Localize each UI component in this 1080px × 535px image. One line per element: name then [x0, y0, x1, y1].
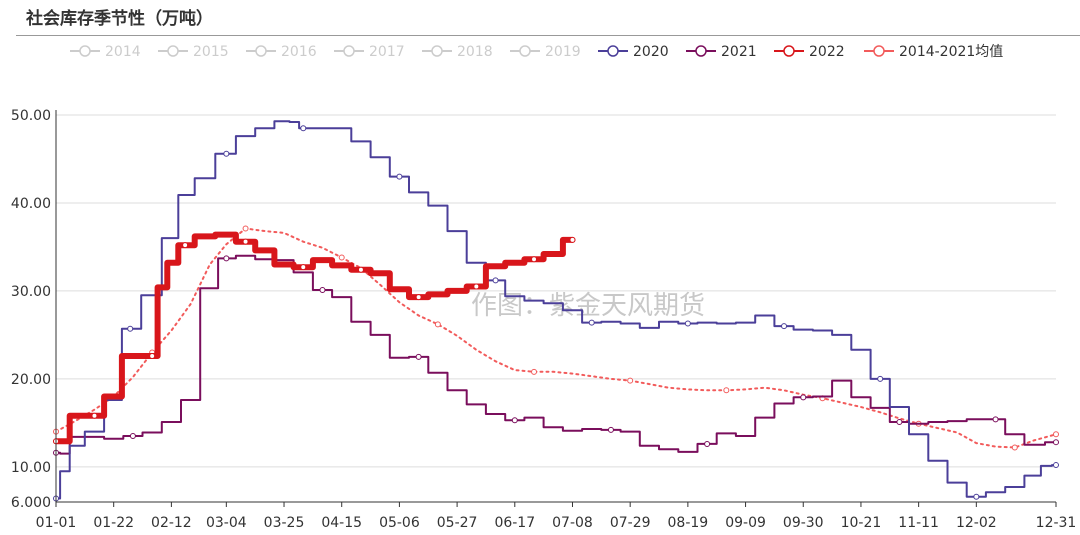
legend-marker-2022	[783, 45, 795, 57]
axes: 6.000 10.00 20.00 30.00 40.00 50.00 01-01 01-22…	[11, 108, 1076, 531]
legend-label-2020: 2020	[633, 44, 669, 60]
data-point-2020	[300, 125, 307, 132]
data-point-2021	[607, 426, 614, 433]
data-point-2020	[684, 320, 691, 327]
y-tick-label: 10.00	[11, 460, 51, 476]
x-tick-label: 07-29	[610, 515, 651, 531]
data-point-2020	[877, 375, 884, 382]
x-tick-label: 06-17	[494, 515, 535, 531]
data-point-2020	[396, 173, 403, 180]
legend-marker-2021	[695, 45, 707, 57]
legend-label-2021: 2021	[721, 44, 757, 60]
data-point-2022	[415, 294, 422, 301]
data-point-2021	[129, 433, 136, 440]
data-point-avg-2014-2021	[338, 254, 345, 261]
y-tick-label: 50.00	[11, 108, 51, 124]
series-line-2022	[53, 231, 576, 445]
data-point-2021	[704, 440, 711, 447]
legend-label-2016: 2016	[281, 44, 317, 60]
data-point-2022	[531, 256, 538, 263]
series-line-avg-2014-2021	[55, 227, 1057, 449]
legend-marker-2020	[607, 45, 619, 57]
legend-label-2022: 2022	[809, 44, 845, 60]
data-point-2020	[588, 319, 595, 326]
data-point-2021	[511, 417, 518, 424]
data-point-2020	[973, 493, 980, 500]
data-point-avg-2014-2021	[723, 387, 730, 394]
data-point-2021	[992, 416, 999, 423]
data-point-avg-2014-2021	[434, 321, 441, 328]
data-point-2020	[223, 150, 230, 157]
data-point-avg-2014-2021	[242, 225, 249, 232]
x-tick-label: 07-08	[552, 515, 593, 531]
legend-label-2018: 2018	[457, 44, 493, 60]
chart-title: 社会库存季节性（万吨）	[26, 9, 213, 29]
data-point-avg-2014-2021	[1053, 431, 1059, 438]
data-point-2020	[781, 323, 788, 330]
x-tick-label: 10-21	[841, 515, 882, 531]
x-tick-label: 01-22	[93, 515, 134, 531]
y-tick-label: 20.00	[11, 372, 51, 388]
data-point-2021	[223, 255, 230, 262]
data-point-2020	[492, 277, 499, 284]
x-tick-label: 09-09	[725, 515, 766, 531]
legend-label-2014: 2014	[105, 44, 141, 60]
data-point-avg-2014-2021	[627, 377, 634, 384]
data-point-2021	[319, 287, 326, 294]
y-tick-label: 40.00	[11, 196, 51, 212]
title-divider	[16, 35, 1080, 36]
data-point-2022	[300, 264, 307, 271]
legend-marker-avg-2014-2021	[873, 45, 885, 57]
data-point-2021	[800, 394, 807, 401]
x-tick-label: 09-30	[783, 515, 824, 531]
legend[interactable]: 2014 2015 2016 2017 2018 2019 2020 2021 2022 2014…	[70, 44, 1003, 60]
data-point-2022	[357, 266, 364, 273]
data-point-avg-2014-2021	[1011, 444, 1018, 451]
legend-marker-2015	[167, 45, 179, 57]
plot-area	[53, 120, 1059, 502]
x-tick-label: 12-31	[1036, 515, 1077, 531]
data-point-avg-2014-2021	[531, 368, 538, 375]
data-point-2022	[91, 412, 98, 419]
data-point-2020	[127, 325, 134, 332]
legend-label-2017: 2017	[369, 44, 405, 60]
legend-marker-2018	[431, 45, 443, 57]
y-tick-label: 6.000	[11, 495, 51, 511]
x-tick-label: 02-12	[151, 515, 192, 531]
data-point-2022	[569, 236, 576, 243]
x-tick-label: 11-11	[898, 515, 939, 531]
data-point-2022	[149, 352, 156, 359]
data-point-2021	[415, 353, 422, 360]
legend-label-2019: 2019	[545, 44, 581, 60]
x-tick-label: 04-15	[321, 515, 362, 531]
legend-label-avg-2014-2021: 2014-2021均值	[899, 44, 1003, 60]
x-tick-label: 01-01	[36, 515, 77, 531]
y-tick-label: 30.00	[11, 284, 51, 300]
data-point-2021	[896, 418, 903, 425]
x-tick-label: 05-27	[437, 515, 478, 531]
legend-marker-2014	[79, 45, 91, 57]
data-point-2020	[1053, 462, 1059, 469]
legend-marker-2016	[255, 45, 267, 57]
data-point-2022	[182, 242, 189, 249]
legend-marker-2017	[343, 45, 355, 57]
x-tick-label: 05-06	[379, 515, 420, 531]
data-point-2022	[473, 283, 480, 290]
legend-label-2015: 2015	[193, 44, 229, 60]
data-point-2021	[1053, 439, 1059, 446]
x-tick-label: 03-04	[206, 515, 247, 531]
series-line-2021	[55, 254, 1057, 455]
series-line-2020	[55, 120, 1057, 500]
x-tick-label: 12-02	[956, 515, 997, 531]
legend-marker-2019	[519, 45, 531, 57]
x-tick-label: 08-19	[668, 515, 709, 531]
data-point-2022	[242, 238, 249, 245]
x-tick-label: 03-25	[264, 515, 305, 531]
